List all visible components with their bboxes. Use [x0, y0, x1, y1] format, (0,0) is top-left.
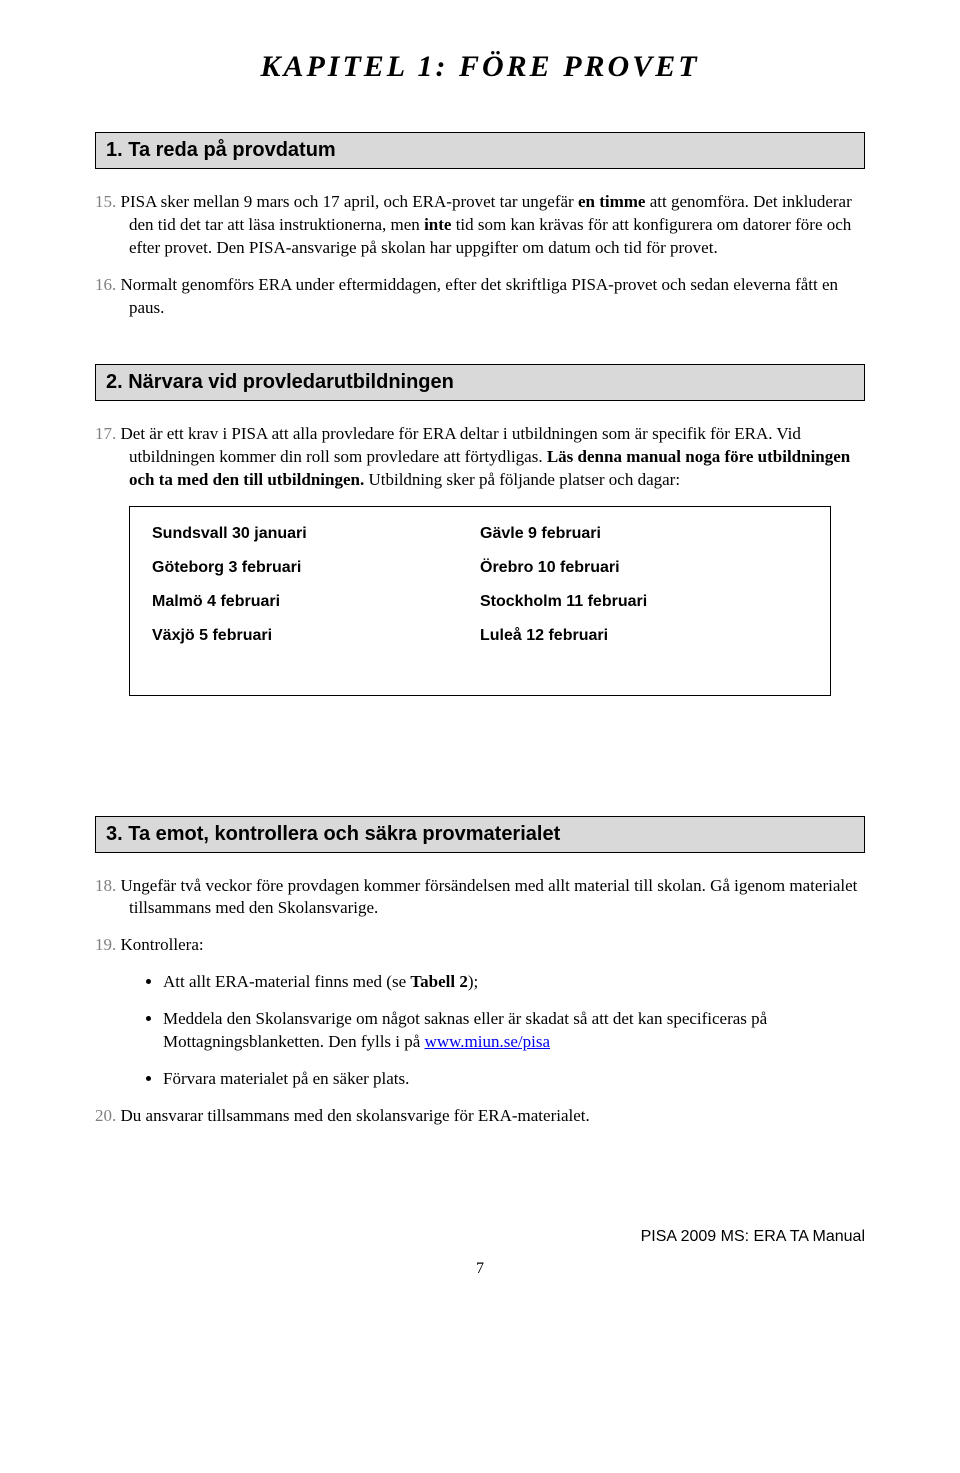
paragraph-16: 16. Normalt genomförs ERA under eftermid… [95, 274, 865, 320]
section-2-header: 2. Närvara vid provledarutbildningen [95, 364, 865, 401]
footer-manual-title: PISA 2009 MS: ERA TA Manual [95, 1228, 865, 1246]
section-1-header: 1. Ta reda på provdatum [95, 132, 865, 169]
paragraph-19: 19. Kontrollera: [95, 934, 865, 957]
table-cell: Växjö 5 februari [152, 627, 480, 645]
bullet-bold: Tabell 2 [410, 972, 467, 991]
list-item: Att allt ERA-material finns med (se Tabe… [163, 971, 865, 994]
chapter-title: KAPITEL 1: FÖRE PROVET [95, 50, 865, 84]
paragraph-20: 20. Du ansvarar tillsammans med den skol… [95, 1105, 865, 1128]
table-cell: Örebro 10 februari [480, 559, 808, 577]
para-text: Du ansvarar tillsammans med den skolansv… [116, 1106, 590, 1125]
para-bold: en timme [578, 192, 646, 211]
para-number: 15. [95, 192, 116, 211]
bullet-list: Att allt ERA-material finns med (se Tabe… [95, 971, 865, 1091]
para-bold: inte [424, 215, 451, 234]
table-cell: Stockholm 11 februari [480, 593, 808, 611]
para-number: 16. [95, 275, 116, 294]
para-text: PISA sker mellan 9 mars och 17 april, oc… [116, 192, 578, 211]
table-row: Malmö 4 februari Stockholm 11 februari [152, 593, 808, 611]
table-cell: Luleå 12 februari [480, 627, 808, 645]
bullet-text: ); [468, 972, 478, 991]
table-cell: Sundsvall 30 januari [152, 525, 480, 543]
page-number: 7 [95, 1260, 865, 1278]
training-locations-table: Sundsvall 30 januari Gävle 9 februari Gö… [129, 506, 831, 696]
paragraph-18: 18. Ungefär två veckor före provdagen ko… [95, 875, 865, 921]
para-text: Ungefär två veckor före provdagen kommer… [116, 876, 857, 918]
para-number: 20. [95, 1106, 116, 1125]
para-text: Utbildning sker på följande platser och … [364, 470, 680, 489]
paragraph-15: 15. PISA sker mellan 9 mars och 17 april… [95, 191, 865, 260]
para-number: 17. [95, 424, 116, 443]
miun-link[interactable]: www.miun.se/pisa [425, 1032, 550, 1051]
table-cell: Malmö 4 februari [152, 593, 480, 611]
table-row: Sundsvall 30 januari Gävle 9 februari [152, 525, 808, 543]
para-text: Kontrollera: [116, 935, 203, 954]
paragraph-17: 17. Det är ett krav i PISA att alla prov… [95, 423, 865, 492]
para-text: Normalt genomförs ERA under eftermiddage… [116, 275, 838, 317]
bullet-text: Att allt ERA-material finns med (se [163, 972, 410, 991]
table-cell: Gävle 9 februari [480, 525, 808, 543]
para-number: 19. [95, 935, 116, 954]
section-3-header: 3. Ta emot, kontrollera och säkra provma… [95, 816, 865, 853]
list-item: Förvara materialet på en säker plats. [163, 1068, 865, 1091]
page-footer: PISA 2009 MS: ERA TA Manual 7 [95, 1228, 865, 1278]
table-row: Göteborg 3 februari Örebro 10 februari [152, 559, 808, 577]
table-cell: Göteborg 3 februari [152, 559, 480, 577]
list-item: Meddela den Skolansvarige om något sakna… [163, 1008, 865, 1054]
table-row: Växjö 5 februari Luleå 12 februari [152, 627, 808, 645]
para-number: 18. [95, 876, 116, 895]
